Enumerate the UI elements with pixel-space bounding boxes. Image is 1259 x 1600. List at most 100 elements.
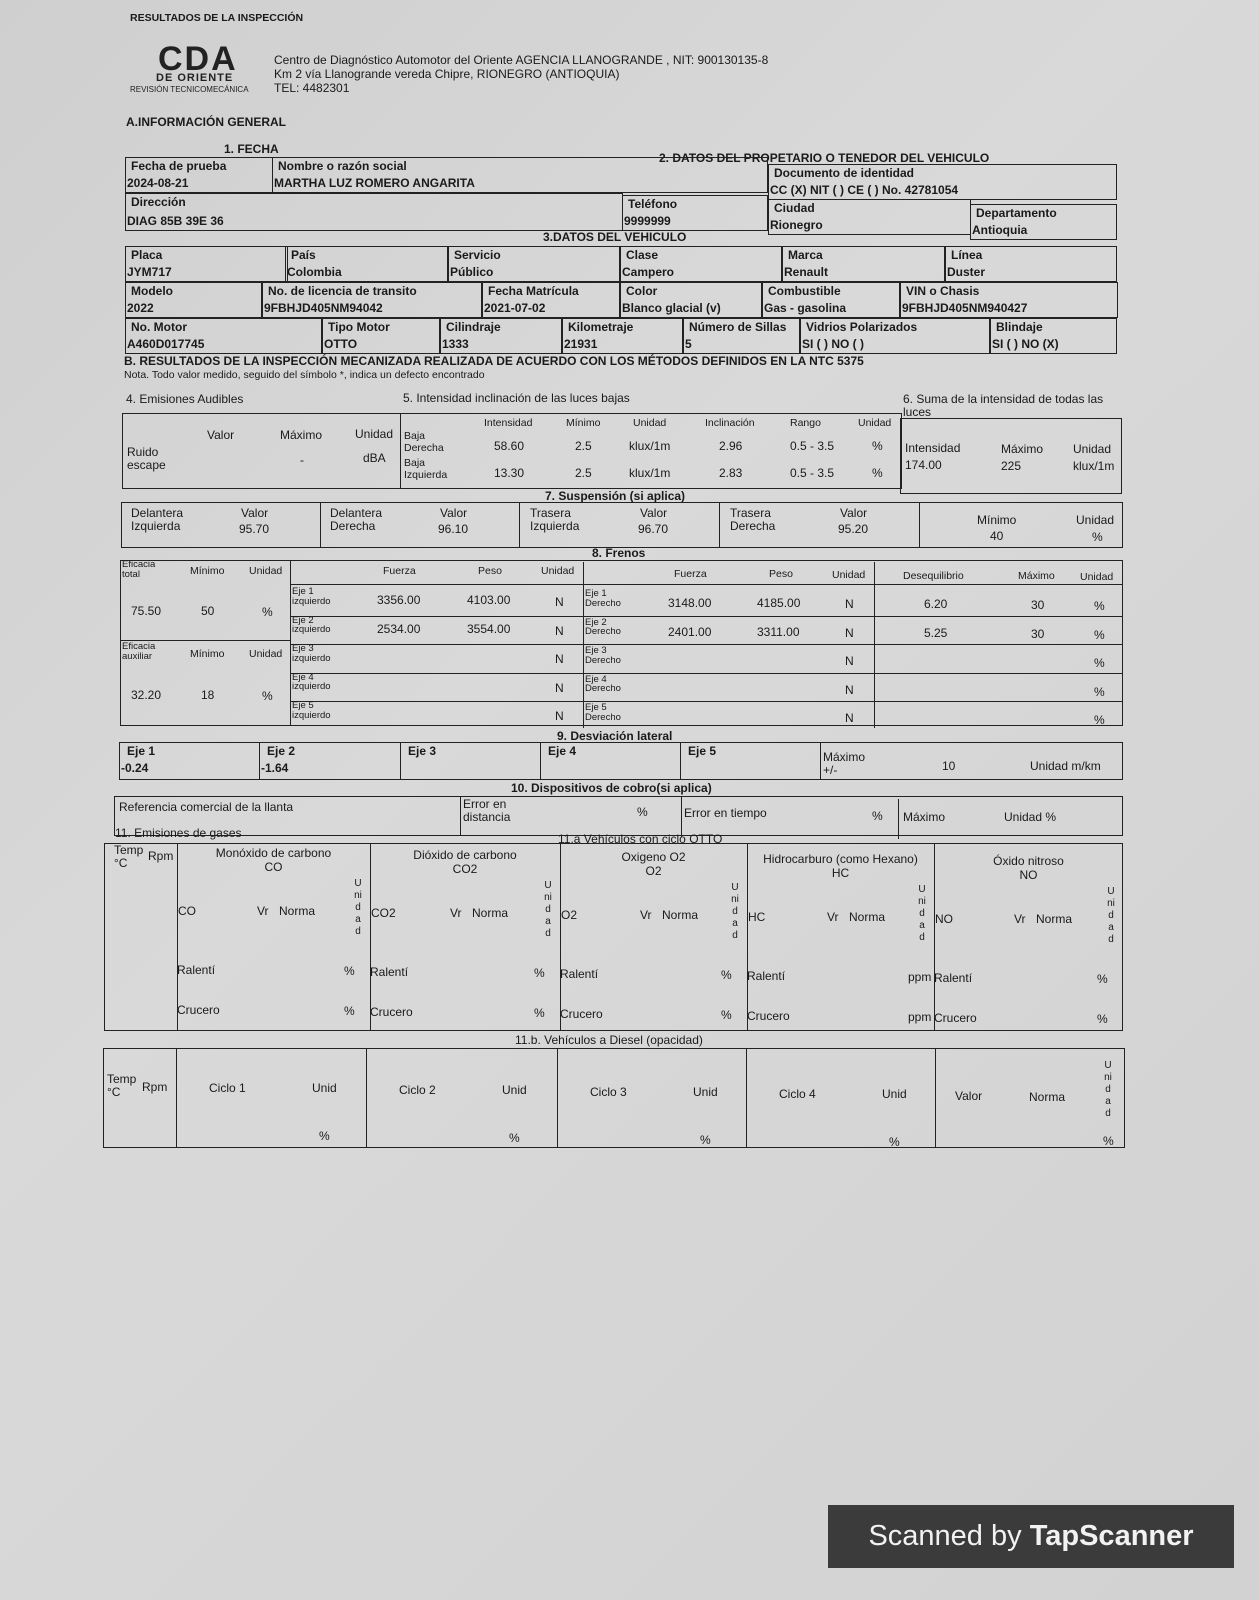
field-servicio [448, 246, 620, 282]
field-blindaje [990, 318, 1117, 354]
ralenti-label: Ralentí [370, 965, 409, 979]
field-value-documento: CC (X) NIT ( ) CE ( ) No. 42781054 [770, 183, 959, 197]
h-peso: Peso [769, 568, 793, 580]
susp-value-label: Valor [440, 506, 468, 520]
maximo: 30 [1031, 598, 1045, 612]
divider [746, 1048, 747, 1148]
field-label-nombre: Nombre o razón social [278, 159, 407, 173]
gas-name: Monóxido de carbono [215, 846, 332, 860]
unid-label: Unid [312, 1081, 337, 1095]
susp-label: Delantera Derecha [330, 506, 383, 534]
luces-unidad2: % [872, 439, 883, 453]
luces-row-label: Baja Derecha [404, 430, 444, 454]
deseq: 6.20 [924, 597, 948, 611]
field-label-clase: Clase [626, 248, 659, 262]
gas-code: CO [264, 860, 283, 874]
luces-intensidad: 13.30 [494, 466, 525, 480]
field-value-combustible: Gas - gasolina [764, 301, 847, 315]
luces-header: Mínimo [566, 417, 601, 429]
field-value-telefono: 9999999 [624, 214, 671, 228]
divider [290, 644, 1123, 645]
eje-der-label: Eje 1 Derecho [585, 588, 621, 609]
susp-value-label: Valor [840, 506, 868, 520]
luces-minimo: 2.5 [575, 466, 592, 480]
vehicle-title: 3.DATOS DEL VEHICULO [543, 230, 687, 244]
field-departamento [970, 204, 1117, 240]
cobro-maximo: Máximo [903, 810, 946, 824]
luces-title: 5. Intensidad inclinación de las luces b… [403, 391, 630, 405]
gas-unit: ppm [908, 970, 932, 984]
suma-table [900, 418, 1122, 494]
crucero-label: Crucero [177, 1003, 220, 1017]
field-value-nombre: MARTHA LUZ ROMERO ANGARITA [274, 176, 475, 190]
ralenti-label: Ralentí [934, 971, 973, 985]
luces-header: Rango [790, 417, 821, 429]
divider [259, 742, 260, 780]
h-unidad: Unidad [355, 427, 394, 441]
ef-aux: 32.20 [131, 688, 162, 702]
peso-izq: 4103.00 [467, 593, 511, 607]
scanner-watermark: Scanned by TapScanner [828, 1505, 1234, 1568]
luces-row-label: Baja Izquierda [404, 457, 448, 481]
divider [400, 742, 401, 780]
unit-n: N [845, 682, 854, 697]
field-label-modelo: Modelo [131, 284, 173, 298]
field-motor [125, 318, 322, 354]
fuerza-izq: 3356.00 [377, 593, 421, 607]
field-label-cilindraje: Cilindraje [446, 320, 501, 334]
h-minimo: Mínimo [190, 565, 225, 577]
divider [176, 1048, 177, 1148]
divider [290, 615, 1123, 617]
ciclo-label: Ciclo 4 [779, 1087, 816, 1101]
unit-n: N [555, 652, 564, 666]
suspension-table [121, 502, 1123, 548]
field-label-pais: País [291, 248, 316, 262]
ef-total-min: 50 [201, 604, 215, 618]
divider [120, 640, 290, 641]
field-label-matricula: Fecha Matrícula [488, 284, 579, 298]
h-fuerza: Fuerza [674, 568, 707, 580]
company-line: Centro de Diagnóstico Automotor del Orie… [274, 53, 769, 67]
luces-intensidad: 58.60 [494, 439, 525, 453]
unit-n: N [555, 623, 564, 638]
desv-eje-label: Eje 4 [548, 744, 577, 758]
ralenti-label: Ralentí [177, 963, 216, 977]
field-value-cilindraje: 1333 [442, 337, 469, 351]
vr-label: Vr [257, 904, 269, 918]
field-value-licencia: 9FBHJD405NM94042 [264, 301, 383, 315]
desviacion-title: 9. Desviación lateral [557, 729, 673, 743]
desviacion-table [119, 742, 1123, 780]
h-minimo: Mínimo [190, 648, 225, 660]
ciclo-label: Ciclo 1 [209, 1081, 246, 1095]
section-b-title: B. RESULTADOS DE LA INSPECCIÓN MECANIZAD… [124, 354, 864, 368]
desv-eje-label: Eje 3 [408, 744, 437, 758]
susp-unidad: % [1092, 530, 1103, 544]
susp-label: Trasera Izquierda [530, 506, 580, 534]
field-label-motor: No. Motor [131, 320, 187, 334]
divider [540, 742, 541, 780]
peso-izq: 3554.00 [467, 621, 511, 636]
vr-label: Vr [827, 910, 839, 924]
diesel-title: 11.b. Vehículos a Diesel (opacidad) [515, 1033, 703, 1047]
ciclo-label: Ciclo 2 [399, 1083, 436, 1097]
pct: % [637, 805, 648, 819]
field-placa [125, 246, 288, 282]
field-label-marca: Marca [788, 248, 823, 262]
divider [934, 843, 935, 1031]
gas-unit: ppm [908, 1010, 932, 1024]
temp-label: Temp °C [107, 1072, 137, 1100]
field-clase [620, 246, 782, 282]
unidad-vertical: Unidad [354, 878, 362, 937]
cobro-error-tiempo: Error en tiempo [684, 806, 767, 820]
gas-name: Hidrocarburo (como Hexano) [763, 852, 918, 866]
cobro-error-dist: Error en distancia [463, 797, 511, 825]
field-pais [285, 246, 448, 282]
h-maximo: Máximo [280, 428, 323, 442]
susp-h-minimo: Mínimo [977, 513, 1017, 527]
norma-label: Norma [1029, 1090, 1066, 1104]
field-label-direccion: Dirección [131, 195, 186, 209]
suma-unidad: klux/1m [1073, 459, 1115, 473]
unit-n: N [845, 625, 854, 640]
eje-der-label: Eje 4 Derecho [585, 673, 621, 694]
h-fuerza: Fuerza [383, 565, 416, 577]
